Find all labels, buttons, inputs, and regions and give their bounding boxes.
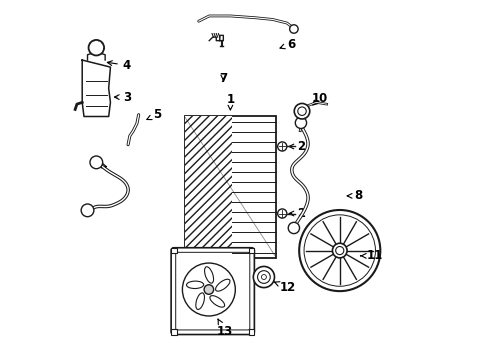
Bar: [248, 329, 254, 334]
Circle shape: [297, 107, 305, 116]
Circle shape: [332, 243, 346, 258]
Circle shape: [253, 266, 274, 288]
Circle shape: [299, 210, 380, 291]
Text: 6: 6: [280, 38, 294, 51]
Text: 2: 2: [288, 207, 305, 220]
Text: 2: 2: [288, 140, 305, 153]
Circle shape: [81, 204, 94, 217]
Text: 12: 12: [274, 281, 295, 294]
Circle shape: [304, 215, 375, 286]
Circle shape: [277, 209, 286, 218]
FancyBboxPatch shape: [175, 252, 249, 330]
Circle shape: [294, 103, 309, 119]
Circle shape: [257, 271, 270, 283]
Ellipse shape: [186, 281, 203, 288]
Circle shape: [287, 222, 299, 234]
Ellipse shape: [209, 296, 224, 307]
Text: 10: 10: [311, 93, 327, 105]
Circle shape: [295, 117, 306, 129]
Ellipse shape: [215, 279, 229, 291]
Ellipse shape: [204, 267, 213, 283]
Bar: [171, 329, 176, 334]
Text: 8: 8: [346, 189, 362, 202]
Circle shape: [261, 275, 266, 279]
Ellipse shape: [195, 293, 204, 310]
Polygon shape: [82, 60, 110, 117]
Bar: [171, 248, 176, 253]
Circle shape: [335, 247, 343, 255]
Circle shape: [88, 40, 104, 55]
Circle shape: [277, 142, 286, 151]
Text: 1: 1: [226, 93, 234, 110]
Text: 7: 7: [219, 72, 227, 85]
Circle shape: [203, 285, 213, 294]
Text: 11: 11: [360, 249, 382, 262]
Text: 3: 3: [114, 91, 131, 104]
Text: 9: 9: [91, 158, 106, 171]
Bar: [184, 117, 276, 258]
Text: 13: 13: [216, 319, 232, 338]
Text: 5: 5: [146, 108, 161, 121]
FancyBboxPatch shape: [171, 248, 254, 334]
Text: 4: 4: [107, 59, 131, 72]
Circle shape: [90, 156, 102, 169]
Circle shape: [289, 25, 298, 33]
Circle shape: [182, 263, 235, 316]
Bar: [248, 248, 254, 253]
Bar: [184, 117, 232, 258]
